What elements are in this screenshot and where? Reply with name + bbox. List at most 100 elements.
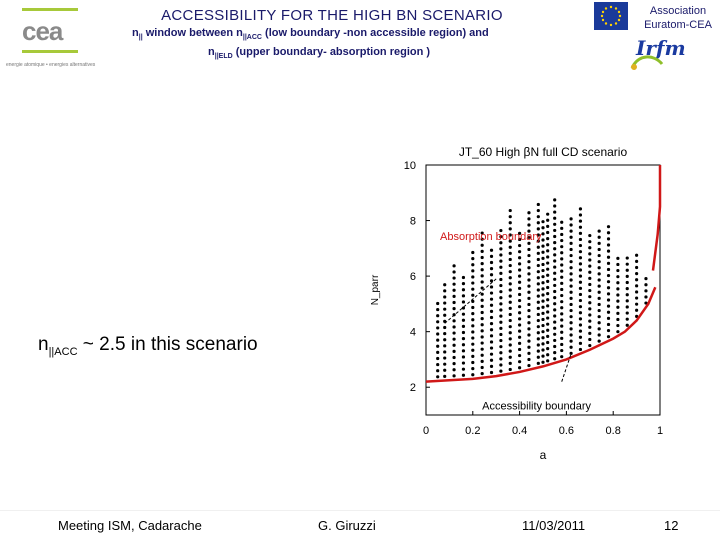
scatter-point <box>461 275 466 280</box>
scatter-point <box>546 316 550 320</box>
scatter-point <box>508 306 512 310</box>
scatter-point <box>443 307 447 311</box>
scatter-point <box>452 374 456 378</box>
scatter-point <box>635 272 639 276</box>
scatter-point <box>518 262 522 266</box>
scatter-point <box>560 330 564 334</box>
scatter-point <box>606 255 611 259</box>
scatter-point <box>578 256 583 260</box>
scatter-point <box>560 263 564 267</box>
scatter-point <box>436 375 440 379</box>
scatter-point <box>499 302 503 306</box>
scatter-point <box>588 276 592 280</box>
scatter-point <box>606 267 611 272</box>
scatter-point <box>546 310 550 314</box>
scatter-point <box>452 282 456 286</box>
scatter-point <box>616 330 620 334</box>
scatter-point <box>606 316 611 320</box>
scatter-point <box>625 317 629 321</box>
scatter-point <box>553 338 557 343</box>
scatter-point <box>616 317 620 322</box>
scatter-point <box>606 249 611 253</box>
scatter-point <box>616 293 620 297</box>
scatter-point <box>597 247 601 252</box>
scatter-point <box>553 357 557 361</box>
scatter-point <box>553 241 557 245</box>
scatter-point <box>536 276 540 280</box>
scatter-point <box>499 283 503 288</box>
scatter-point <box>527 211 531 215</box>
scatter-point <box>452 288 456 292</box>
scatter-point <box>508 282 512 286</box>
scatter-point <box>443 295 447 299</box>
scatter-point <box>536 202 540 207</box>
scatter-point <box>443 356 447 360</box>
scatter-point <box>560 355 564 359</box>
scatter-point <box>527 351 531 355</box>
scatter-point <box>461 312 466 316</box>
scatter-point <box>461 367 466 371</box>
scatter-point <box>578 219 583 223</box>
scatter-point <box>546 255 550 259</box>
scatter-point <box>461 294 466 298</box>
scatter-point <box>518 298 522 303</box>
scatter-point <box>480 268 484 272</box>
scatter-point <box>480 347 484 351</box>
scatter-point <box>578 225 583 229</box>
scatter-point <box>606 304 611 308</box>
subtitle-line-1: n|| window between n||ACC (low boundary … <box>132 27 489 41</box>
scatter-point <box>541 354 545 358</box>
scatter-point <box>560 306 564 310</box>
scatter-point <box>606 243 611 247</box>
scatter-point <box>536 312 540 317</box>
scatter-point <box>480 372 484 376</box>
scatter-point <box>508 318 512 323</box>
scatter-point <box>480 243 484 247</box>
scatter-point <box>644 295 648 299</box>
scatter-point <box>560 287 564 292</box>
scatter-point <box>480 359 484 363</box>
scatter-point <box>461 288 466 292</box>
scatter-point <box>536 270 540 274</box>
scatter-point <box>527 260 531 264</box>
scatter-point <box>527 241 531 245</box>
scatter-point <box>541 220 545 224</box>
scatter-point <box>541 293 545 297</box>
scatter-point <box>536 349 540 353</box>
scatter-point <box>541 281 545 285</box>
scatter-point <box>499 228 503 233</box>
scatter-point <box>499 296 503 300</box>
scatter-point <box>471 293 475 297</box>
scatter-point <box>578 323 583 327</box>
scatter-point <box>489 254 494 258</box>
scatter-point <box>518 360 522 364</box>
scatter-point <box>489 322 494 326</box>
scatter-point <box>597 266 601 270</box>
scatter-point <box>588 301 592 305</box>
scatter-point <box>489 273 494 277</box>
scatter-point <box>461 306 466 310</box>
scatter-point <box>471 263 475 267</box>
scatter-point <box>471 281 475 285</box>
y-tick-label: 6 <box>410 271 416 283</box>
scatter-point <box>499 290 503 294</box>
scatter-point <box>452 270 456 274</box>
scatter-point <box>508 288 512 292</box>
scatter-point <box>569 229 573 233</box>
scatter-point <box>508 276 512 280</box>
scatter-point <box>443 332 447 336</box>
scatter-point <box>461 361 466 365</box>
scatter-point <box>436 314 440 318</box>
scatter-point <box>616 268 620 273</box>
scatter-point <box>443 338 447 342</box>
y-tick-label: 8 <box>410 216 416 228</box>
scatter-point <box>625 262 629 266</box>
scatter-point <box>480 274 484 278</box>
scatter-point <box>499 241 503 245</box>
scatter-point <box>471 373 475 377</box>
scatter-point <box>625 323 629 327</box>
scatter-point <box>518 366 522 370</box>
scatter-point <box>461 324 466 328</box>
scatter-point <box>597 290 601 294</box>
scatter-point <box>452 294 456 298</box>
